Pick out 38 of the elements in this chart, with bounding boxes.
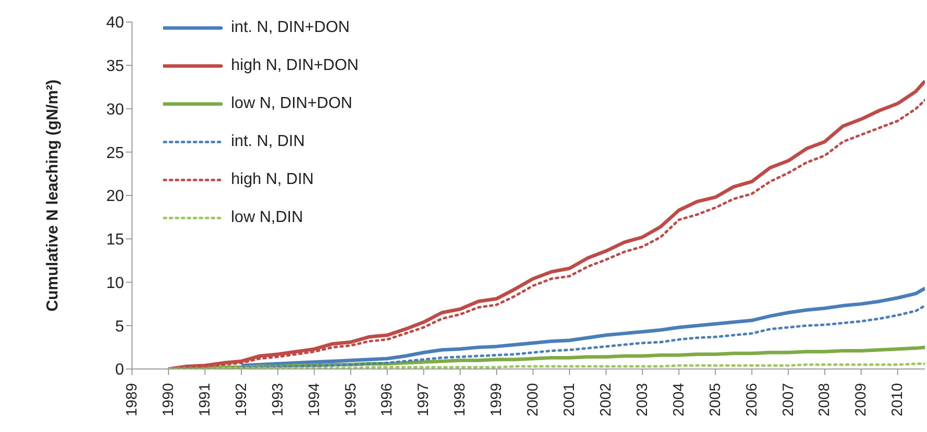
x-tick-label: 1990 [160, 383, 177, 416]
x-tick-label: 2002 [597, 383, 614, 416]
x-tick-label: 1992 [232, 383, 250, 416]
x-tick-label: 1989 [124, 383, 140, 416]
x-tick-label: 2009 [852, 383, 870, 416]
y-tick-label: 5 [115, 318, 124, 336]
x-tick-label: 1994 [306, 383, 323, 416]
x-tick-label: 2006 [743, 383, 760, 416]
y-tick-label: 15 [106, 232, 124, 249]
legend-label: low N, DIN+DON [231, 95, 352, 113]
x-tick-label: 2005 [706, 383, 724, 416]
y-axis-title: Cumulative N leaching (gN/m²) [44, 79, 62, 312]
y-tick-label: 10 [106, 274, 124, 292]
x-tick-label: 1996 [378, 383, 396, 416]
x-tick-label: 1998 [452, 383, 469, 416]
x-tick-label: 2008 [816, 383, 834, 416]
y-tick-label: 0 [115, 362, 124, 379]
legend-label: high N, DIN [231, 171, 314, 189]
x-tick-label: 2001 [561, 383, 578, 416]
legend-label: high N, DIN+DON [231, 57, 359, 75]
legend-label: int. N, DIN [231, 133, 305, 151]
x-tick-label: 2010 [889, 383, 906, 416]
x-tick-label: 1993 [269, 383, 286, 416]
x-tick-label: 1991 [196, 383, 214, 416]
y-tick-label: 35 [106, 58, 124, 76]
y-tick-label: 20 [106, 188, 124, 206]
y-tick-label: 25 [106, 144, 124, 162]
x-tick-label: 2007 [780, 383, 797, 416]
legend-label: int. N, DIN+DON [231, 19, 350, 37]
y-tick-label: 40 [106, 14, 124, 32]
x-tick-label: 2003 [634, 383, 651, 416]
x-tick-label: 1999 [488, 383, 506, 416]
x-tick-label: 2000 [524, 383, 542, 416]
legend-label: low N,DIN [231, 209, 304, 227]
x-tick-label: 1995 [342, 383, 360, 416]
y-tick-label: 30 [106, 101, 124, 118]
x-tick-label: 1997 [415, 383, 432, 416]
x-tick-label: 2004 [670, 383, 688, 416]
